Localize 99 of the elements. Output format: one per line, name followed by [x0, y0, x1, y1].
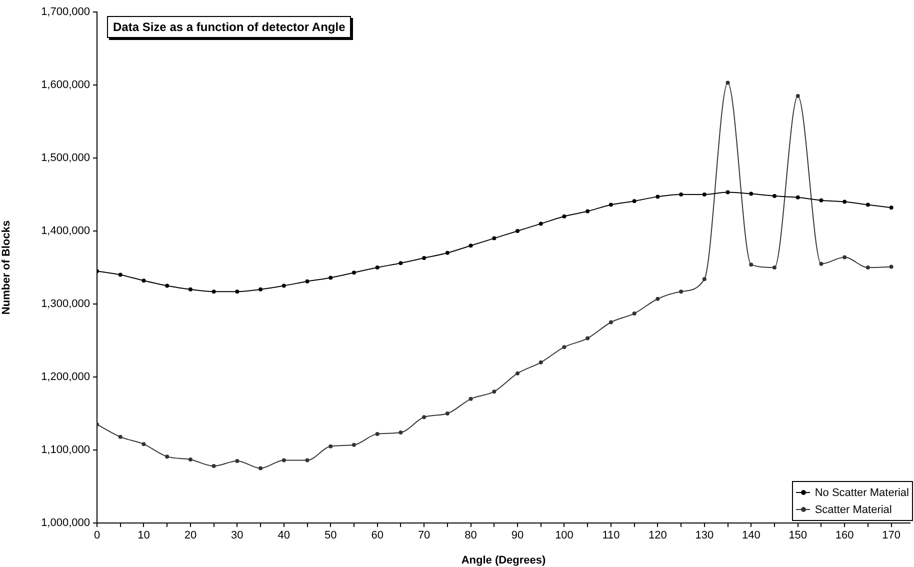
point [608, 202, 613, 207]
point [632, 199, 636, 204]
point [352, 442, 356, 447]
point [632, 311, 636, 316]
point [468, 396, 473, 401]
point [516, 371, 520, 376]
y-tick-label: 1,500,000 [41, 152, 90, 164]
point [398, 261, 403, 266]
point [118, 434, 122, 439]
point [538, 360, 543, 364]
legend-label: Scatter Material [814, 504, 892, 516]
point [679, 192, 684, 196]
point [445, 250, 450, 255]
point [772, 194, 776, 198]
point [188, 287, 192, 292]
point [212, 464, 216, 468]
y-tick-label: 1,700,000 [41, 6, 90, 18]
x-tick-label: 110 [602, 530, 620, 542]
x-tick-label: 40 [278, 530, 290, 542]
point [375, 266, 380, 270]
point [282, 458, 286, 462]
x-tick-label: 90 [511, 530, 524, 542]
point [702, 277, 706, 282]
y-tick-label: 1,400,000 [41, 225, 90, 238]
point [656, 194, 660, 199]
point [679, 290, 684, 294]
point [842, 200, 847, 204]
y-tick-label: 1,100,000 [41, 444, 90, 456]
x-tick-label: 150 [788, 530, 808, 542]
x-tick-label: 100 [555, 530, 574, 542]
point [468, 244, 473, 248]
point [142, 278, 146, 283]
point [726, 80, 730, 85]
y-tick-label: 1,600,000 [41, 79, 90, 92]
point [562, 214, 566, 218]
point [445, 412, 450, 416]
x-tick-label: 170 [882, 530, 900, 542]
point [375, 432, 380, 436]
point [586, 209, 590, 214]
point [492, 236, 496, 240]
point [772, 266, 776, 270]
x-tick-label: 160 [835, 530, 854, 542]
point [796, 195, 800, 200]
y-tick-label: 1,200,000 [41, 371, 90, 384]
point [212, 290, 216, 294]
point [516, 229, 520, 233]
x-tick-label: 30 [231, 530, 244, 542]
x-tick-label: 80 [464, 530, 477, 542]
point [235, 290, 240, 294]
point [492, 390, 496, 394]
x-tick-label: 10 [138, 530, 150, 542]
point [142, 442, 146, 446]
point [889, 206, 894, 210]
x-tick-label: 120 [648, 530, 667, 542]
point [656, 296, 660, 301]
point [305, 279, 310, 284]
point [608, 320, 613, 324]
point [352, 270, 356, 275]
point [188, 457, 192, 462]
point [165, 284, 170, 288]
point [796, 94, 800, 98]
point [235, 458, 240, 463]
point [118, 272, 122, 277]
point [866, 266, 870, 270]
point [538, 222, 543, 226]
x-axis-title: Angle (Degrees) [461, 554, 546, 566]
point [702, 192, 706, 196]
point [562, 345, 566, 350]
point [305, 458, 310, 462]
x-tick-label: 130 [695, 530, 714, 542]
point [726, 190, 730, 194]
point [282, 284, 286, 288]
point [398, 430, 403, 434]
point [586, 336, 590, 340]
point [258, 466, 263, 470]
point [328, 444, 333, 448]
point [842, 255, 847, 260]
point [819, 262, 824, 266]
x-tick-label: 140 [742, 530, 760, 542]
x-tick-label: 70 [418, 530, 430, 542]
x-tick-label: 50 [324, 530, 337, 542]
point [749, 192, 754, 196]
point [889, 264, 894, 269]
x-tick-label: 0 [94, 530, 100, 542]
point [819, 198, 824, 202]
x-tick-label: 20 [184, 530, 197, 542]
x-tick-label: 60 [371, 530, 384, 542]
point [258, 287, 263, 292]
point [328, 276, 333, 280]
point [422, 256, 426, 260]
legend-label: No Scatter Material [814, 486, 909, 498]
point [422, 415, 426, 420]
text: Data Size as a function of detector Angle [107, 16, 352, 38]
point [866, 202, 870, 207]
y-tick-label: 1,000,000 [41, 517, 90, 530]
point [749, 262, 754, 267]
y-tick-label: 1,300,000 [41, 298, 90, 310]
point [165, 454, 170, 459]
y-axis-title: Number of Blocks [0, 220, 13, 315]
